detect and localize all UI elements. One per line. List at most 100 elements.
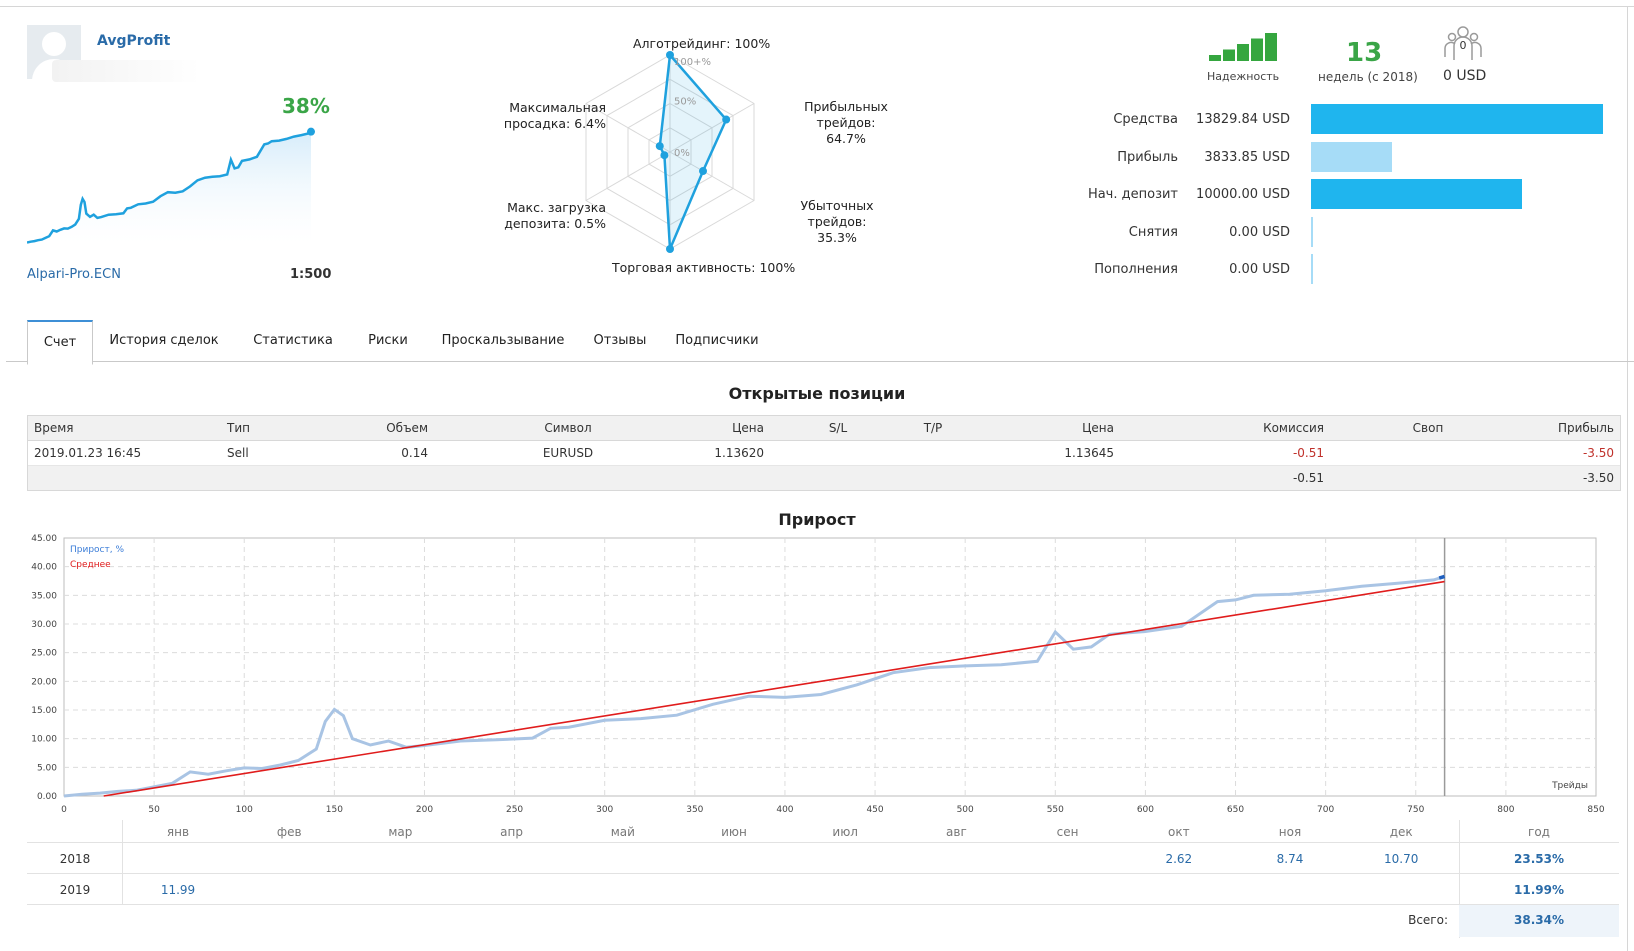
year-label-2019: 2019 xyxy=(59,883,91,897)
radar-scale-50: 50% xyxy=(674,97,696,108)
x-tick-label: 150 xyxy=(326,805,343,815)
financial-label-3: Снятия xyxy=(1128,224,1178,240)
x-tick-label: 650 xyxy=(1227,805,1244,815)
subscribers-icon[interactable]: 0 xyxy=(1443,24,1483,64)
radar-point xyxy=(666,245,674,253)
tab-5[interactable]: Отзывы xyxy=(593,333,647,348)
year-label-2018: 2018 xyxy=(59,852,91,866)
x-tick-label: 100 xyxy=(236,805,253,815)
y-tick-label: 20.00 xyxy=(31,677,57,687)
radar-point xyxy=(655,142,664,151)
column-header-0[interactable]: Время xyxy=(34,421,74,435)
radar-label-trading-activity: Торговая активность: 100% xyxy=(612,260,796,275)
tab-0[interactable]: Счет xyxy=(27,320,93,365)
radar-polygon xyxy=(658,52,728,250)
radar-label-profit-trades-line1: Прибыльных xyxy=(804,99,888,114)
column-header-9[interactable]: Своп xyxy=(1412,421,1444,435)
server-link[interactable]: Alpari-Pro.ECN xyxy=(27,267,121,282)
month-value[interactable]: 11.99 xyxy=(160,883,196,897)
x-tick-label: 200 xyxy=(416,805,433,815)
radar-label-loss-trades: Убыточных трейдов: 35.3% xyxy=(787,198,887,246)
y-tick-label: 30.00 xyxy=(31,620,57,630)
month-header-11: дек xyxy=(1389,825,1413,839)
column-header-6[interactable]: T/P xyxy=(923,421,943,435)
positions-header-row: Время Тип Объем Символ Цена S/L T/P Цена Комисси… xyxy=(28,416,1620,441)
month-header-9: окт xyxy=(1168,825,1190,839)
radar-spoke xyxy=(585,103,671,153)
financial-bar-4 xyxy=(1311,254,1313,284)
y-tick-label: 10.00 xyxy=(31,735,57,745)
monthly-line-row1 xyxy=(27,873,1619,874)
reliability-bar xyxy=(1223,49,1235,61)
sparkline-line xyxy=(27,130,312,244)
tab-3[interactable]: Риски xyxy=(368,333,408,348)
tab-6[interactable]: Подписчики xyxy=(675,333,759,348)
right-border xyxy=(1627,6,1628,951)
subscribers-count: 0 xyxy=(1460,39,1467,52)
series-line-0 xyxy=(63,574,1446,798)
top-border xyxy=(0,6,1634,7)
column-header-2[interactable]: Объем xyxy=(386,421,428,435)
series-line-1 xyxy=(103,580,1445,797)
column-header-3[interactable]: Символ xyxy=(544,421,592,435)
month-value[interactable]: 8.74 xyxy=(1276,852,1304,866)
radar-label-max-drawdown-line1: Максимальная xyxy=(509,100,606,115)
blurred-name xyxy=(52,60,200,82)
weeks-count: 13 xyxy=(1346,38,1383,68)
financial-label-2: Нач. депозит xyxy=(1087,187,1178,202)
column-header-1[interactable]: Тип xyxy=(227,421,250,435)
radar-label-profit-trades: Прибыльных трейдов: 64.7% xyxy=(796,99,896,147)
positions-total-row: -0.51 -3.50 xyxy=(28,466,1620,490)
monthly-line-row2 xyxy=(27,904,1619,905)
series-end-highlight xyxy=(1438,574,1446,580)
radar-dots xyxy=(655,51,731,253)
month-header-4: май xyxy=(610,825,635,839)
financial-bar-2 xyxy=(1311,179,1523,209)
position-price: 1.13645 xyxy=(1064,446,1114,460)
x-tick-label: 750 xyxy=(1407,805,1424,815)
year-total-2018: 23.53% xyxy=(1514,852,1564,866)
x-tick-label: 0 xyxy=(61,805,67,815)
y-tick-label: 40.00 xyxy=(31,563,57,573)
x-tick-label: 300 xyxy=(596,805,613,815)
radar-label-loss-trades-line2: трейдов: 35.3% xyxy=(807,214,867,245)
x-tick-label: 50 xyxy=(148,805,160,815)
position-open-price: 1.13620 xyxy=(714,446,764,460)
legend-entry-0: Прирост, % xyxy=(70,545,124,555)
reliability-bars-icon[interactable] xyxy=(1209,33,1285,63)
tab-1[interactable]: История сделок xyxy=(109,333,219,348)
column-header-7[interactable]: Цена xyxy=(1082,421,1114,435)
tab-4[interactable]: Проскальзывание xyxy=(441,333,565,348)
monthly-total-shade xyxy=(1459,905,1619,937)
column-header-4[interactable]: Цена xyxy=(732,421,764,435)
positions-title: Открытые позиции xyxy=(728,384,906,403)
chart-plot-area xyxy=(63,537,1597,797)
reliability-bar xyxy=(1209,55,1221,61)
radar-label-algotrading: Алготрейдинг: 100% xyxy=(633,36,771,51)
month-header-10: ноя xyxy=(1278,825,1302,839)
column-header-10[interactable]: Прибыль xyxy=(1557,421,1614,435)
financial-value-3: 0.00 USD xyxy=(1229,224,1290,240)
x-tick-label: 550 xyxy=(1047,805,1064,815)
y-tick-label: 35.00 xyxy=(31,591,57,601)
position-commission: -0.51 xyxy=(1292,446,1324,460)
column-header-8[interactable]: Комиссия xyxy=(1263,421,1324,435)
financial-label-0: Средства xyxy=(1113,112,1178,127)
month-header-1: фев xyxy=(276,825,302,839)
position-profit: -3.50 xyxy=(1582,446,1614,460)
weeks-label: недель (с 2018) xyxy=(1318,70,1418,84)
leverage: 1:500 xyxy=(290,267,332,282)
radar-scale-100: 100+% xyxy=(674,57,711,68)
tab-2[interactable]: Статистика xyxy=(253,333,333,348)
username-link[interactable]: AvgProfit xyxy=(97,33,171,49)
column-header-5[interactable]: S/L xyxy=(828,421,848,435)
radar-grid xyxy=(585,54,755,250)
month-value[interactable]: 10.70 xyxy=(1384,852,1419,866)
month-header-6: июл xyxy=(832,825,858,839)
table-row[interactable]: 2019.01.23 16:45 Sell 0.14 EURUSD 1.1362… xyxy=(28,441,1620,466)
month-value[interactable]: 2.62 xyxy=(1165,852,1193,866)
radar-label-max-drawdown: Максимальная просадка: 6.4% xyxy=(496,100,606,132)
radar-spoke xyxy=(669,151,755,201)
x-tick-label: 250 xyxy=(506,805,523,815)
position-type: Sell xyxy=(227,446,249,460)
